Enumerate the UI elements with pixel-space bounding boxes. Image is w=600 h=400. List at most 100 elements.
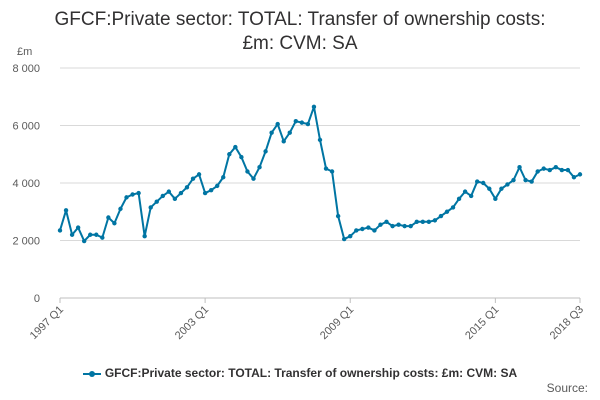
data-point xyxy=(323,166,329,171)
data-point xyxy=(63,208,69,213)
data-point xyxy=(335,213,341,219)
data-point xyxy=(444,209,450,214)
data-point xyxy=(215,183,220,189)
data-point xyxy=(106,215,111,220)
x-tick-label: 2018 Q3 xyxy=(548,304,586,342)
data-point xyxy=(227,152,232,157)
data-point xyxy=(341,236,347,242)
data-point xyxy=(178,190,184,196)
data-point xyxy=(136,190,141,196)
data-point xyxy=(263,149,268,154)
data-point xyxy=(577,172,583,177)
data-point xyxy=(547,167,552,173)
data-point xyxy=(432,218,438,223)
data-point xyxy=(202,190,208,196)
data-point xyxy=(348,233,353,239)
data-point xyxy=(269,130,274,135)
data-point xyxy=(420,219,425,225)
data-point xyxy=(208,187,214,193)
data-point xyxy=(438,213,444,219)
data-point xyxy=(124,195,129,200)
data-point xyxy=(456,196,462,202)
data-point xyxy=(475,179,480,184)
data-point xyxy=(118,206,123,212)
data-point xyxy=(94,232,99,237)
data-point xyxy=(553,164,559,170)
legend[interactable]: GFCF:Private sector: TOTAL: Transfer of … xyxy=(0,366,600,380)
data-point xyxy=(245,169,250,174)
gridlines xyxy=(60,67,580,299)
data-point xyxy=(154,199,159,204)
data-point xyxy=(190,176,196,181)
series-line xyxy=(59,105,581,243)
data-point xyxy=(571,175,577,180)
x-tick-label: 2009 Q1 xyxy=(318,304,356,342)
data-point xyxy=(166,189,172,194)
y-tick-label: 4 000 xyxy=(12,178,40,190)
data-point xyxy=(100,235,105,240)
data-point xyxy=(366,225,371,230)
data-point xyxy=(408,223,413,229)
data-point xyxy=(462,189,468,194)
data-point xyxy=(354,228,359,233)
data-point xyxy=(75,225,81,230)
data-point xyxy=(481,180,486,186)
y-tick-label: 6 000 xyxy=(12,121,40,133)
source-label: Source: xyxy=(546,381,588,395)
data-point xyxy=(257,164,262,170)
data-point xyxy=(142,233,147,239)
data-point xyxy=(468,193,474,199)
chart-title: GFCF:Private sector: TOTAL: Transfer of … xyxy=(0,8,600,56)
data-point xyxy=(450,205,456,210)
data-point xyxy=(233,144,238,150)
chart-title-line-1: GFCF:Private sector: TOTAL: Transfer of … xyxy=(54,9,546,30)
data-point xyxy=(384,219,389,225)
data-point xyxy=(402,223,407,229)
y-tick-label: 0 xyxy=(34,293,40,305)
data-point xyxy=(517,164,522,170)
data-point xyxy=(305,121,311,127)
x-axis: 1997 Q1 2003 Q1 2009 Q1 2015 Q1 2018 Q3 xyxy=(28,298,586,342)
data-point xyxy=(426,219,432,225)
y-tick-label: 8 000 xyxy=(12,63,40,75)
data-point xyxy=(184,185,190,190)
data-point xyxy=(529,179,534,184)
data-point xyxy=(523,177,528,183)
x-tick-label: 2015 Q1 xyxy=(463,304,501,342)
data-point xyxy=(293,118,299,124)
data-point xyxy=(360,226,365,232)
data-point xyxy=(148,205,153,210)
data-point xyxy=(535,169,540,174)
data-point xyxy=(299,120,305,125)
data-point xyxy=(275,121,280,127)
data-point xyxy=(112,221,117,226)
data-point xyxy=(57,228,63,233)
data-point xyxy=(130,192,135,197)
data-point xyxy=(88,232,93,237)
data-point xyxy=(160,193,165,199)
data-point xyxy=(239,154,244,160)
data-point xyxy=(311,104,317,110)
data-point xyxy=(414,219,419,225)
data-series xyxy=(57,104,583,244)
data-point xyxy=(390,223,395,229)
legend-line-marker-icon xyxy=(82,370,101,378)
data-point xyxy=(329,169,335,174)
y-axis-unit-label: £m xyxy=(17,46,33,58)
data-point xyxy=(396,222,401,227)
data-point xyxy=(69,232,75,237)
data-point xyxy=(81,238,87,244)
data-point xyxy=(565,167,571,173)
data-point xyxy=(559,167,565,173)
data-point xyxy=(172,196,178,202)
data-point xyxy=(251,176,256,181)
data-point xyxy=(487,186,492,191)
data-point xyxy=(499,186,504,191)
data-point xyxy=(511,177,516,183)
data-point xyxy=(221,175,226,180)
data-point xyxy=(317,137,323,143)
data-point xyxy=(505,182,510,187)
data-point xyxy=(372,228,377,233)
legend-series-label: GFCF:Private sector: TOTAL: Transfer of … xyxy=(104,366,518,380)
